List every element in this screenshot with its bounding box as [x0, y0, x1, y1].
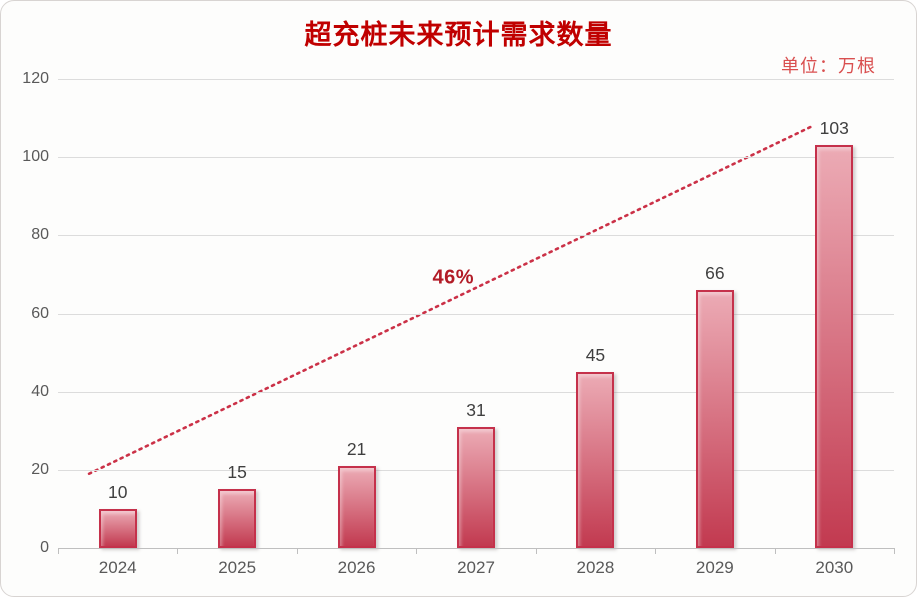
bar-value-label: 66	[705, 263, 725, 284]
x-axis-label: 2030	[815, 558, 854, 577]
gridline	[58, 391, 894, 393]
gridline	[58, 157, 894, 159]
bar-value-label: 21	[346, 438, 367, 459]
x-axis-label: 2024	[98, 558, 137, 577]
bar	[695, 290, 734, 548]
bar-value-label: 15	[227, 462, 247, 483]
y-axis-label: 20	[31, 460, 49, 478]
trendline	[87, 124, 815, 476]
x-axis-tick	[535, 548, 537, 554]
bar	[218, 489, 257, 548]
y-axis-label: 100	[22, 148, 49, 166]
x-axis-tick	[655, 548, 657, 554]
x-axis-tick	[177, 548, 179, 554]
x-axis-tick	[58, 548, 59, 554]
y-axis-label: 0	[40, 539, 49, 556]
x-axis-tick	[774, 548, 776, 554]
x-axis-tick	[416, 548, 418, 554]
y-axis-label: 80	[31, 226, 49, 244]
y-axis-label: 60	[31, 304, 49, 322]
bar	[815, 145, 854, 548]
x-axis-label: 2027	[457, 558, 495, 577]
y-axis-label: 40	[31, 382, 49, 400]
chart-title: 超充桩未来预计需求数量	[304, 20, 613, 51]
x-axis-label: 2025	[218, 558, 257, 577]
x-axis-label: 2028	[576, 558, 615, 577]
bar-value-label: 31	[466, 399, 486, 420]
y-axis-label: 120	[22, 70, 49, 87]
x-axis-label: 2029	[695, 558, 734, 577]
bar-value-label: 103	[819, 118, 849, 139]
x-axis-label: 2026	[337, 558, 376, 577]
x-axis-tick	[296, 548, 298, 554]
plot-area: 46% 10 15 21 31 45 66 103	[58, 79, 894, 548]
gridline	[58, 313, 894, 315]
bar	[98, 508, 137, 548]
gridline	[58, 235, 894, 237]
trendline-label: 46%	[432, 266, 475, 289]
x-axis-line	[58, 548, 894, 549]
bar	[337, 465, 376, 548]
gridline	[58, 79, 894, 80]
x-axis-tick	[894, 548, 895, 554]
unit-label: 单位：万根	[781, 56, 876, 76]
bar-value-label: 10	[107, 481, 128, 502]
bar	[576, 372, 615, 548]
bar	[457, 426, 495, 548]
bar-value-label: 45	[585, 345, 606, 366]
